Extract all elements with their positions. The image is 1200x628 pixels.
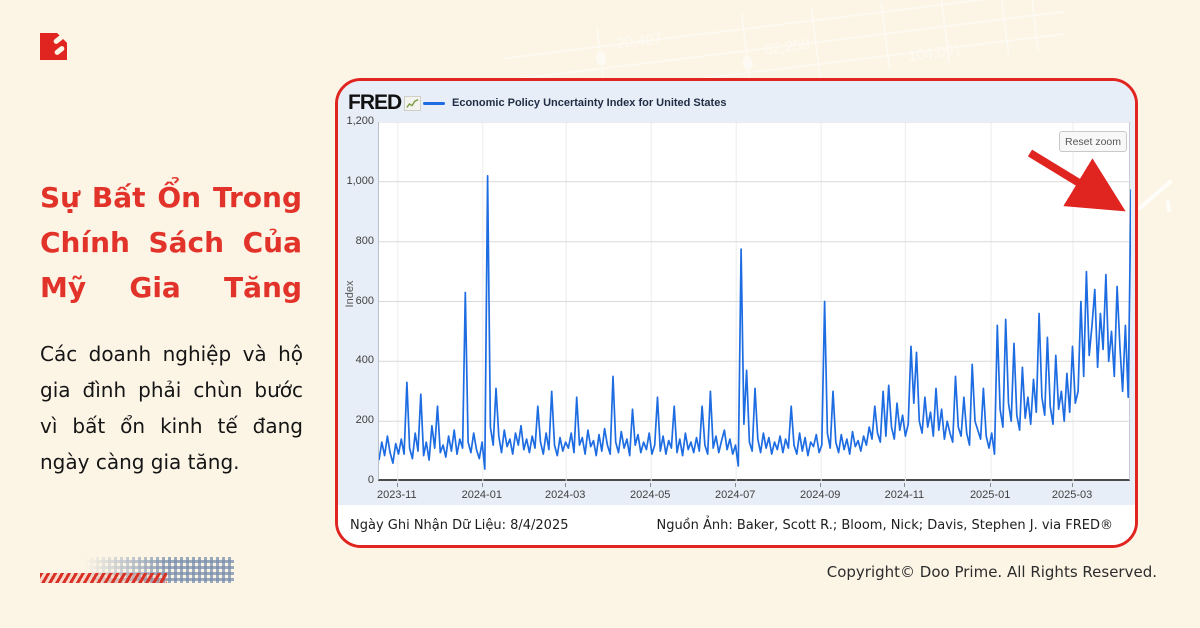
background-arrow-watermark	[1138, 180, 1172, 212]
fred-wordmark: FRED	[348, 91, 402, 114]
x-tick-label: 2023-11	[377, 489, 417, 501]
legend-line-swatch	[423, 101, 445, 105]
fred-chart-icon	[404, 95, 422, 111]
chart-captions: Ngày Ghi Nhận Dữ Liệu: 8/4/2025 Nguồn Ản…	[338, 505, 1135, 545]
y-tick-label: 1,200	[346, 115, 374, 127]
x-tick-mark	[396, 483, 398, 487]
x-tick-label: 2024-03	[545, 489, 586, 501]
x-tick-label: 2024-11	[884, 489, 925, 501]
x-tick-label: 2025-01	[969, 489, 1011, 501]
hatched-bar-decoration	[40, 573, 167, 583]
fred-logo: FRED	[348, 91, 422, 115]
fred-chart-card: FRED Economic Policy Uncertainty Index f…	[335, 78, 1138, 548]
x-tick-mark	[990, 483, 992, 487]
page-title: Sự Bất Ổn Trong Chính Sách Của Mỹ Gia Tă…	[40, 175, 302, 310]
page-title-line: Sự Bất Ổn Trong	[40, 181, 302, 214]
x-tick-mark	[481, 483, 483, 487]
page-description: Các doanh nghiệp và hộ gia đình phải chù…	[40, 342, 303, 474]
y-tick-label: 800	[355, 234, 374, 247]
legend-label: Economic Policy Uncertainty Index for Un…	[452, 97, 727, 109]
record-date-label: Ngày Ghi Nhận Dữ Liệu: 8/4/2025	[350, 517, 569, 533]
y-tick-label: 600	[355, 294, 374, 307]
x-tick-mark	[565, 483, 567, 487]
x-tick-mark	[735, 483, 737, 487]
watermark-number: 104,091	[907, 42, 963, 65]
x-tick-label: 2025-03	[1051, 489, 1093, 501]
y-tick-label: 0	[367, 474, 374, 486]
reset-zoom-button[interactable]: Reset zoom	[1059, 131, 1127, 152]
page-title-line: Mỹ Gia Tăng	[40, 271, 302, 304]
y-tick-label: 1,000	[346, 174, 374, 187]
y-tick-label: 200	[355, 414, 374, 427]
chart-legend: Economic Policy Uncertainty Index for Un…	[423, 97, 726, 109]
x-tick-label: 2024-09	[799, 489, 841, 501]
x-tick-label: 2024-07	[715, 489, 756, 501]
x-tick-label: 2024-01	[461, 489, 502, 501]
source-credit-label: Nguồn Ảnh: Baker, Scott R.; Bloom, Nick;…	[656, 517, 1113, 533]
doo-prime-logo-icon	[40, 33, 67, 60]
chart-panel: FRED Economic Policy Uncertainty Index f…	[338, 81, 1135, 505]
watermark-number: 20,497	[615, 30, 663, 52]
x-tick-mark	[904, 483, 906, 487]
x-tick-mark	[1072, 483, 1074, 487]
x-tick-mark	[820, 483, 822, 487]
x-tick-mark	[650, 483, 652, 487]
watermark-number: 62,259	[763, 36, 811, 58]
y-tick-label: 400	[355, 354, 374, 367]
x-tick-label: 2024-05	[630, 489, 671, 501]
chart-plot-area[interactable]	[378, 122, 1131, 481]
page-title-line: Chính Sách Của	[40, 226, 302, 259]
background-chart-watermark: 20,497 62,259 104,091	[505, 0, 1065, 84]
annotation-arrow-icon	[1027, 149, 1126, 212]
copyright-text: Copyright© Doo Prime. All Rights Reserve…	[826, 563, 1157, 581]
epu-index-line	[379, 175, 1131, 470]
